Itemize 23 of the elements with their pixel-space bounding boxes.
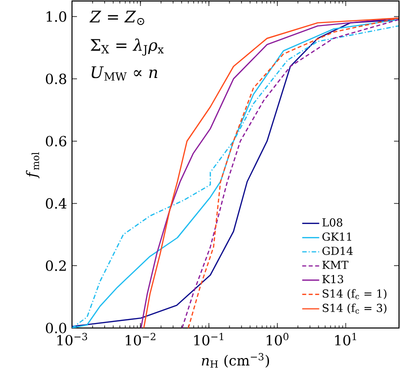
annotation: Σ$_{X}$ = λ$_{J}$ρ$_{x}$ <box>90 38 164 56</box>
legend-label: L08 <box>322 218 342 227</box>
legend-label: K13 <box>322 274 344 284</box>
x-tick-label: 10$^{−1}$ <box>194 332 224 346</box>
y-tick-label: 0.6 <box>46 136 66 146</box>
x-tick-label: 10$^{0}$ <box>266 332 288 346</box>
y-tick-label: 0.8 <box>46 74 66 84</box>
y-tick-label: 1.0 <box>46 11 66 22</box>
legend-label: GD14 <box>322 246 353 255</box>
legend-label: GK11 <box>322 232 352 241</box>
x-axis-title: n$_{H}$ (cm$^{−3}$) <box>202 353 270 368</box>
y-tick-label: 0.2 <box>46 260 66 271</box>
legend-label: S14 (f$_{c}$ = 1) <box>322 289 386 300</box>
legend-label: KMT <box>322 260 348 269</box>
y-tick-label: 0.0 <box>46 322 66 334</box>
y-tick-label: 0.4 <box>46 198 66 209</box>
annotation: Z = Z$_{⊙}$ <box>90 10 144 25</box>
legend-label: S14 (f$_{c}$ = 3) <box>322 304 386 314</box>
x-tick-label: 10$^{−3}$ <box>57 332 88 346</box>
y-axis-title: f$_{mol}$ <box>26 152 40 178</box>
annotation: U$_{MW}$ ∝ n <box>92 66 158 81</box>
x-tick-label: 10$^{1}$ <box>335 332 356 346</box>
x-tick-label: 10$^{−2}$ <box>126 332 156 346</box>
